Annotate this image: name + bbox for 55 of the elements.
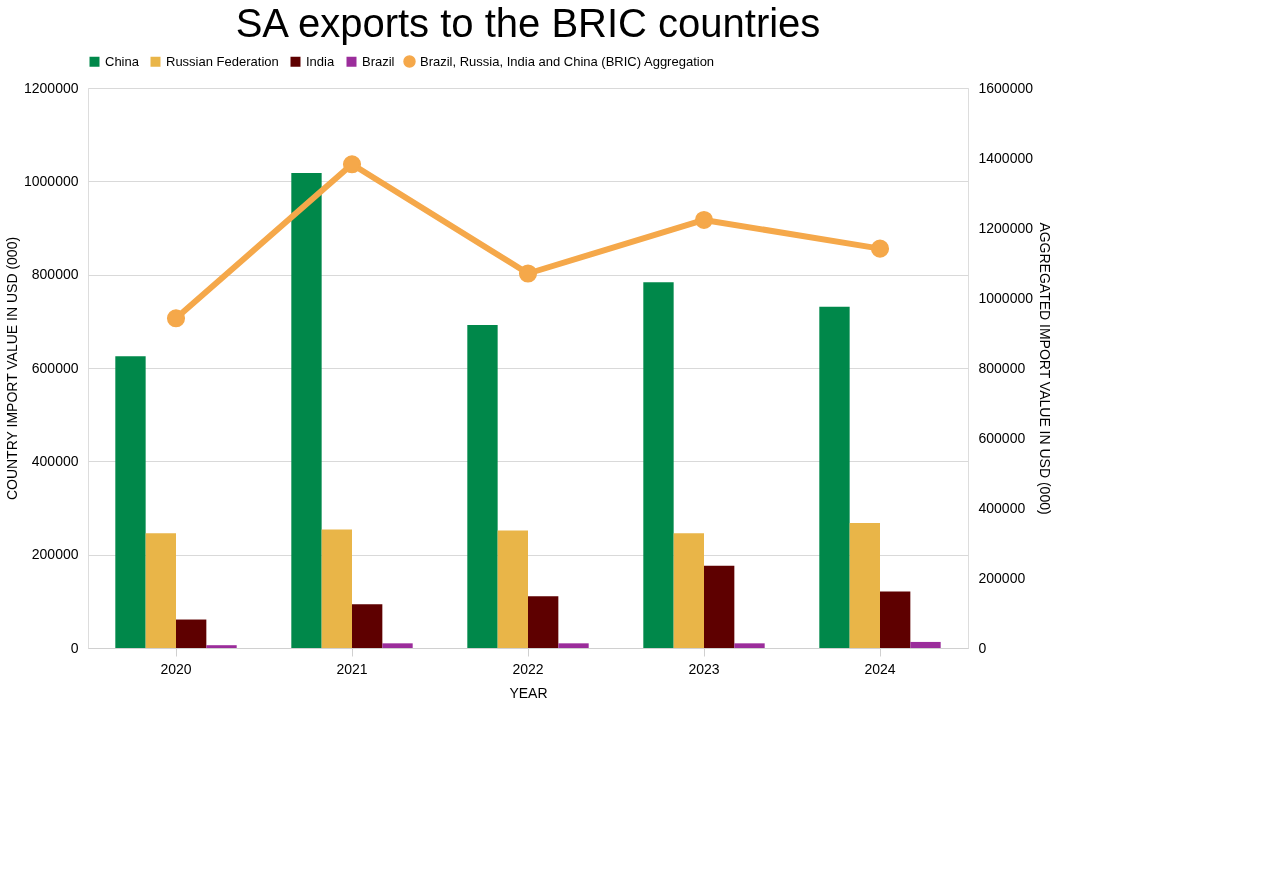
bar	[673, 533, 704, 648]
bar	[176, 619, 207, 648]
y-tick-label: 600000	[31, 359, 79, 376]
legend-label: China	[105, 53, 140, 69]
x-axis-title: YEAR	[509, 684, 548, 701]
y-tick-label: 1200000	[23, 79, 79, 96]
y-tick-label: 1000000	[23, 172, 79, 189]
y2-tick-label: 1000000	[978, 289, 1034, 306]
point	[342, 155, 362, 174]
bar	[206, 645, 237, 648]
y2-tick-label: 200000	[978, 569, 1026, 586]
legend-label: India	[306, 53, 335, 69]
bar	[115, 356, 146, 648]
bar	[704, 565, 735, 648]
x-tick-label: 2024	[864, 660, 896, 677]
chart-title: SA exports to the BRIC countries	[235, 1, 821, 45]
y-tick-label: 200000	[31, 546, 79, 563]
bar	[910, 641, 941, 648]
y2-tick-label: 400000	[978, 499, 1026, 516]
bar	[880, 591, 911, 648]
y-tick-label: 400000	[31, 452, 79, 469]
bar	[352, 604, 383, 648]
bar	[497, 530, 528, 648]
y2-tick-label: 1400000	[978, 149, 1034, 166]
y-axis-title: COUNTRY IMPORT VALUE IN USD (000)	[4, 236, 20, 501]
point	[694, 210, 714, 229]
bar	[849, 522, 880, 648]
bar	[321, 529, 352, 648]
y2-tick-label: 600000	[978, 429, 1026, 446]
bar	[734, 643, 765, 648]
bar	[145, 533, 176, 648]
y-tick-label: 0	[70, 639, 79, 656]
x-tick-label: 2021	[336, 660, 368, 677]
bar	[558, 643, 589, 648]
x-tick-label: 2022	[512, 660, 544, 677]
x-tick-label: 2020	[160, 660, 192, 677]
bar	[643, 282, 674, 648]
legend-label: Brazil	[362, 53, 395, 69]
legend-label: Russian Federation	[166, 53, 279, 69]
legend-label: Brazil, Russia, India and China (BRIC) Aggregation	[420, 53, 715, 69]
bar	[291, 172, 322, 648]
x-tick-label: 2023	[688, 660, 720, 677]
y2-axis-title: AGGREGATED IMPORT VALUE IN USD (000)	[1037, 222, 1053, 515]
y2-tick-label: 1200000	[978, 219, 1034, 236]
bar	[819, 306, 850, 648]
point	[166, 309, 186, 328]
y2-tick-label: 800000	[978, 359, 1026, 376]
bar	[528, 596, 559, 648]
y2-tick-label: 1600000	[978, 79, 1034, 96]
y2-tick-label: 0	[978, 639, 987, 656]
bar	[467, 325, 498, 648]
point	[518, 264, 538, 283]
y-tick-label: 800000	[31, 266, 79, 283]
bar	[382, 643, 413, 648]
point	[870, 239, 890, 258]
